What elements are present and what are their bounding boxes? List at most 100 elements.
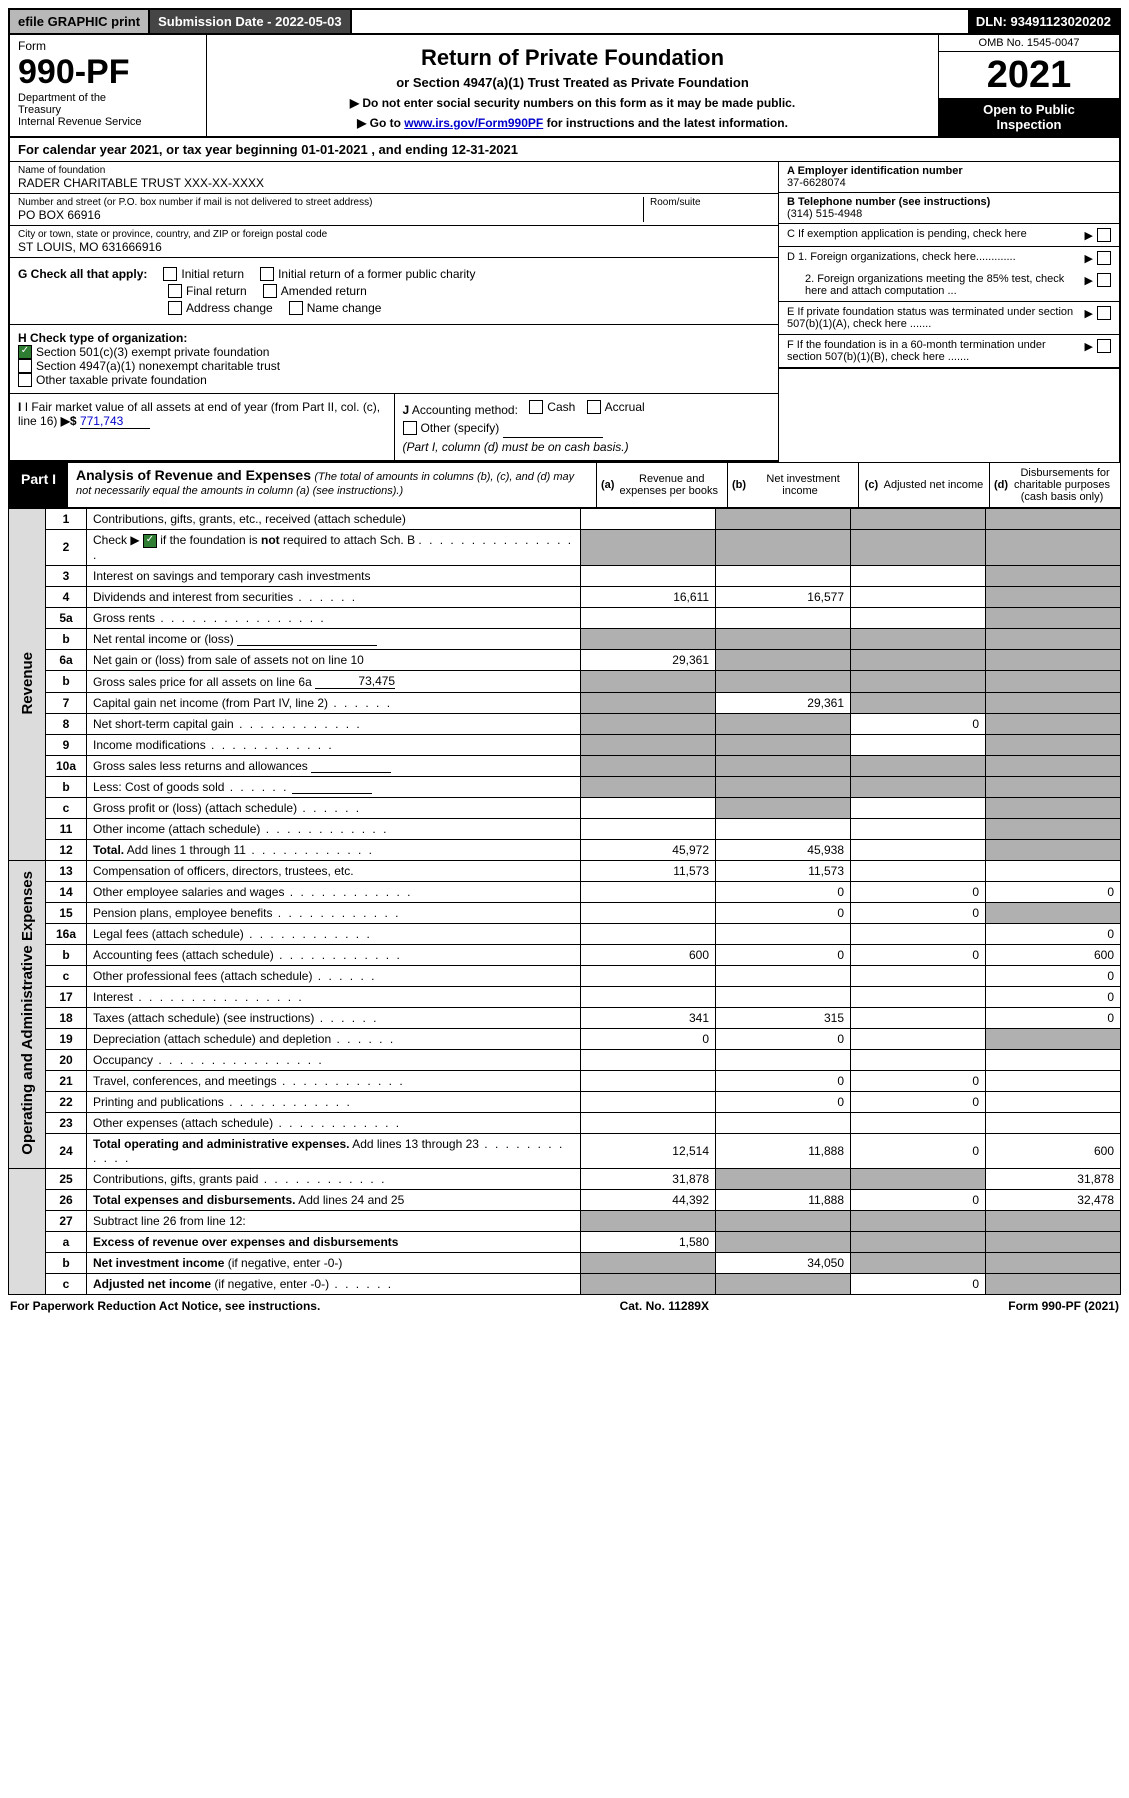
form-title: Return of Private Foundation xyxy=(213,45,932,71)
line-desc: Check ▶ if the foundation is not require… xyxy=(87,530,581,566)
g-label: G Check all that apply: xyxy=(18,267,147,281)
cash-checkbox[interactable] xyxy=(529,400,543,414)
top-bar: efile GRAPHIC print Submission Date - 20… xyxy=(8,8,1121,35)
lineno: c xyxy=(46,1273,87,1294)
col-c-head: (c) Adjusted net income xyxy=(858,463,989,507)
table-row: 16a Legal fees (attach schedule) 0 xyxy=(9,923,1121,944)
lineno: 4 xyxy=(46,586,87,607)
initial-former-checkbox[interactable] xyxy=(260,267,274,281)
table-row: b Less: Cost of goods sold xyxy=(9,776,1121,797)
table-row: 3 Interest on savings and temporary cash… xyxy=(9,565,1121,586)
name-change-checkbox[interactable] xyxy=(289,301,303,315)
cell-value: 600 xyxy=(986,944,1121,965)
accrual-checkbox[interactable] xyxy=(587,400,601,414)
lineno: b xyxy=(46,670,87,692)
tax-year: 2021 xyxy=(939,52,1119,98)
4947-checkbox[interactable] xyxy=(18,359,32,373)
cell-value: 0 xyxy=(986,986,1121,1007)
table-row: 17 Interest 0 xyxy=(9,986,1121,1007)
cash-label: Cash xyxy=(547,400,575,414)
lineno: 9 xyxy=(46,734,87,755)
initial-former-label: Initial return of a former public charit… xyxy=(278,267,475,281)
room-label: Room/suite xyxy=(650,197,770,208)
line-desc: Gross sales less returns and allowances xyxy=(87,755,581,776)
line-desc: Occupancy xyxy=(87,1049,581,1070)
line-desc: Subtract line 26 from line 12: xyxy=(87,1210,581,1231)
e-label: E If private foundation status was termi… xyxy=(787,306,1079,330)
line-desc: Travel, conferences, and meetings xyxy=(87,1070,581,1091)
d2-checkbox[interactable] xyxy=(1097,273,1111,287)
dln-label: DLN: 93491123020202 xyxy=(968,10,1119,33)
e-checkbox[interactable] xyxy=(1097,306,1111,320)
line-desc: Net short-term capital gain xyxy=(87,713,581,734)
cell-value: 0 xyxy=(986,923,1121,944)
lineno: b xyxy=(46,628,87,649)
line-desc: Total. Add lines 1 through 11 xyxy=(87,839,581,860)
amended-return-checkbox[interactable] xyxy=(263,284,277,298)
table-row: 10a Gross sales less returns and allowan… xyxy=(9,755,1121,776)
part-1-label: Part I xyxy=(9,463,68,507)
table-row: a Excess of revenue over expenses and di… xyxy=(9,1231,1121,1252)
h-label: H Check type of organization: xyxy=(18,331,187,345)
cell-value: 11,888 xyxy=(716,1133,851,1168)
table-row: 20 Occupancy xyxy=(9,1049,1121,1070)
sch-b-checkbox[interactable] xyxy=(143,534,157,548)
f-label: F If the foundation is in a 60-month ter… xyxy=(787,339,1079,363)
c-checkbox[interactable] xyxy=(1097,228,1111,242)
lineno: a xyxy=(46,1231,87,1252)
address-change-checkbox[interactable] xyxy=(168,301,182,315)
table-row: 15 Pension plans, employee benefits 00 xyxy=(9,902,1121,923)
form-header: Form 990-PF Department of theTreasuryInt… xyxy=(8,35,1121,138)
line-desc: Other professional fees (attach schedule… xyxy=(87,965,581,986)
line-desc: Legal fees (attach schedule) xyxy=(87,923,581,944)
other-specify-checkbox[interactable] xyxy=(403,421,417,435)
instr-1: ▶ Do not enter social security numbers o… xyxy=(213,96,932,110)
col-d-head: (d) Disbursements for charitable purpose… xyxy=(989,463,1120,507)
table-row: 8 Net short-term capital gain 0 xyxy=(9,713,1121,734)
501c3-checkbox[interactable] xyxy=(18,345,32,359)
footer-cat: Cat. No. 11289X xyxy=(620,1299,709,1313)
table-row: 2 Check ▶ if the foundation is not requi… xyxy=(9,530,1121,566)
line-desc: Gross rents xyxy=(87,607,581,628)
table-row: Revenue 1 Contributions, gifts, grants, … xyxy=(9,509,1121,530)
other-taxable-checkbox[interactable] xyxy=(18,373,32,387)
initial-return-checkbox[interactable] xyxy=(163,267,177,281)
cell-value: 29,361 xyxy=(581,649,716,670)
table-row: 12 Total. Add lines 1 through 11 45,972 … xyxy=(9,839,1121,860)
dept-treasury: Department of theTreasuryInternal Revenu… xyxy=(18,92,198,128)
table-row: b Net investment income (if negative, en… xyxy=(9,1252,1121,1273)
line-desc: Gross profit or (loss) (attach schedule) xyxy=(87,797,581,818)
d1-checkbox[interactable] xyxy=(1097,251,1111,265)
501c3-label: Section 501(c)(3) exempt private foundat… xyxy=(36,345,269,359)
cell-value: 0 xyxy=(851,1273,986,1294)
d2-label: 2. Foreign organizations meeting the 85%… xyxy=(787,273,1079,297)
other-taxable-label: Other taxable private foundation xyxy=(36,373,207,387)
revenue-sidelabel: Revenue xyxy=(19,652,36,715)
table-row: Operating and Administrative Expenses 13… xyxy=(9,860,1121,881)
final-return-checkbox[interactable] xyxy=(168,284,182,298)
cell-value: 1,580 xyxy=(581,1231,716,1252)
4947-label: Section 4947(a)(1) nonexempt charitable … xyxy=(36,359,280,373)
lineno: 19 xyxy=(46,1028,87,1049)
city-state-zip: ST LOUIS, MO 631666916 xyxy=(18,240,770,254)
irs-link[interactable]: www.irs.gov/Form990PF xyxy=(404,116,543,130)
form-word: Form xyxy=(18,39,198,53)
cell-value: 32,478 xyxy=(986,1189,1121,1210)
addr-label: Number and street (or P.O. box number if… xyxy=(18,197,643,208)
lineno: 7 xyxy=(46,692,87,713)
line-desc: Contributions, gifts, grants paid xyxy=(87,1168,581,1189)
line-desc: Other employee salaries and wages xyxy=(87,881,581,902)
cell-value: 44,392 xyxy=(581,1189,716,1210)
table-row: 18 Taxes (attach schedule) (see instruct… xyxy=(9,1007,1121,1028)
cell-value: 0 xyxy=(716,1091,851,1112)
i-arrow: ▶$ xyxy=(61,414,77,428)
efile-label: efile GRAPHIC print xyxy=(10,10,150,33)
line-desc: Dividends and interest from securities xyxy=(87,586,581,607)
initial-return-label: Initial return xyxy=(181,267,244,281)
cell-value: 0 xyxy=(986,965,1121,986)
lineno: 2 xyxy=(46,530,87,566)
f-checkbox[interactable] xyxy=(1097,339,1111,353)
submission-date: Submission Date - 2022-05-03 xyxy=(150,10,352,33)
cell-value: 29,361 xyxy=(716,692,851,713)
calendar-year-row: For calendar year 2021, or tax year begi… xyxy=(8,138,1121,162)
